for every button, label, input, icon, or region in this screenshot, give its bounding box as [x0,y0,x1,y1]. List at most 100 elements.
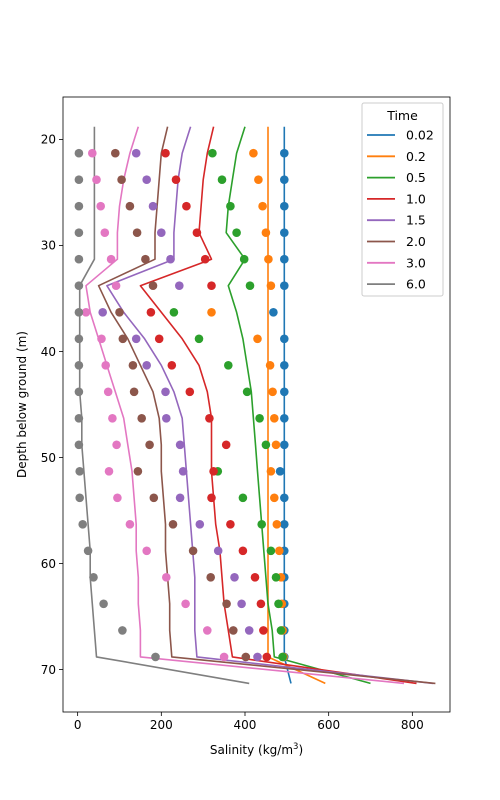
data-point-6-9 [103,387,113,397]
legend-items: 0.02 0.2 0.5 1.0 1.5 2.0 3.0 6.0 [367,128,434,292]
x-axis-ticks: 0 200 400 600 800 [74,712,424,732]
data-point-5-6 [115,308,124,317]
data-point-4-10 [162,414,171,423]
data-point-1-14 [272,520,282,529]
data-point-6-4 [106,254,116,264]
data-point-4-3 [157,228,166,237]
x-axis-label-suffix: ) [298,743,303,757]
data-point-7-14 [78,520,87,529]
data-point-0-5 [280,281,289,291]
data-point-2-2 [226,201,235,211]
data-point-5-13 [149,493,159,503]
data-point-4-4 [166,254,175,264]
data-point-7-9 [74,387,84,397]
data-point-4-15 [213,546,223,556]
data-point-6-0 [88,148,97,158]
data-point-6-7 [97,334,106,344]
data-point-2-15 [266,546,276,556]
data-point-2-1 [217,175,227,184]
data-point-7-19 [151,652,160,662]
series-line-3 [139,126,417,685]
data-point-6-5 [111,281,121,291]
data-point-3-11 [221,440,231,450]
data-point-4-12 [178,467,188,476]
data-point-3-6 [146,308,156,317]
data-point-1-8 [265,361,275,370]
data-point-5-14 [168,520,178,529]
data-point-4-8 [142,361,151,370]
data-point-6-16 [162,573,171,582]
legend-label-4: 1.5 [406,213,426,228]
data-point-0-4 [280,254,289,264]
data-point-6-15 [142,546,151,556]
data-point-2-14 [257,520,267,529]
legend-label-0: 0.02 [406,128,434,143]
data-point-0-14 [280,520,289,529]
legend-label-5: 2.0 [406,234,426,249]
data-point-7-10 [74,414,84,423]
data-point-2-3 [232,228,241,237]
legend: Time 0.02 0.2 0.5 1.0 1.5 2.0 3.0 6.0 [361,102,444,297]
series-lines [78,126,436,685]
data-point-0-10 [280,414,289,423]
data-point-7-17 [99,599,108,609]
data-point-2-5 [245,281,255,291]
y-tick-label-0: 20 [41,133,56,147]
data-point-1-6 [207,308,216,317]
data-point-2-0 [208,148,217,158]
data-point-3-19 [262,652,272,662]
data-point-6-12 [104,467,114,476]
y-axis-label: Depth below ground (m) [15,331,29,478]
data-point-1-1 [254,175,263,184]
data-point-6-2 [96,201,105,211]
data-point-5-18 [229,626,238,635]
data-point-6-19 [219,652,229,662]
data-point-4-11 [175,440,185,450]
y-tick-label-2: 40 [41,345,56,359]
data-point-0-13 [280,493,289,503]
data-point-7-2 [74,201,84,211]
data-point-2-17 [274,599,283,609]
data-point-3-0 [161,148,170,158]
data-point-6-3 [100,228,110,237]
data-point-5-11 [145,440,154,450]
data-point-3-12 [209,467,218,476]
data-point-7-5 [74,281,84,291]
data-point-2-19 [278,652,287,662]
data-point-3-7 [154,334,164,344]
data-point-0-3 [280,228,289,237]
data-point-4-7 [131,334,141,344]
series-line-6 [85,126,405,685]
data-point-5-3 [132,228,142,237]
data-point-0-11 [280,440,289,450]
data-point-5-7 [118,334,128,344]
data-point-4-6 [98,308,107,317]
data-point-4-16 [230,573,239,582]
data-point-3-9 [185,387,195,397]
data-point-6-14 [125,520,135,529]
data-point-4-19 [253,652,262,662]
data-point-7-18 [118,626,127,635]
x-tick-label-2: 400 [234,718,257,732]
series-points [74,148,289,662]
legend-label-3: 1.0 [406,191,426,206]
data-point-1-0 [249,148,258,158]
data-point-5-9 [129,387,139,397]
y-tick-label-3: 50 [41,451,56,465]
data-point-3-1 [171,175,181,184]
x-tick-label-1: 200 [150,718,173,732]
data-point-7-12 [75,467,84,476]
data-point-3-2 [182,201,191,211]
data-point-3-8 [167,361,177,370]
y-axis-ticks: 20 30 40 50 60 70 [41,133,63,677]
data-point-6-18 [203,626,212,635]
data-point-1-9 [268,387,277,397]
data-point-6-17 [181,599,190,609]
legend-label-7: 6.0 [406,277,426,292]
data-point-2-4 [239,254,249,264]
data-point-7-3 [74,228,84,237]
data-point-3-17 [256,599,266,609]
data-point-0-12 [275,467,285,476]
data-point-5-12 [133,467,143,476]
data-point-5-17 [222,599,231,609]
